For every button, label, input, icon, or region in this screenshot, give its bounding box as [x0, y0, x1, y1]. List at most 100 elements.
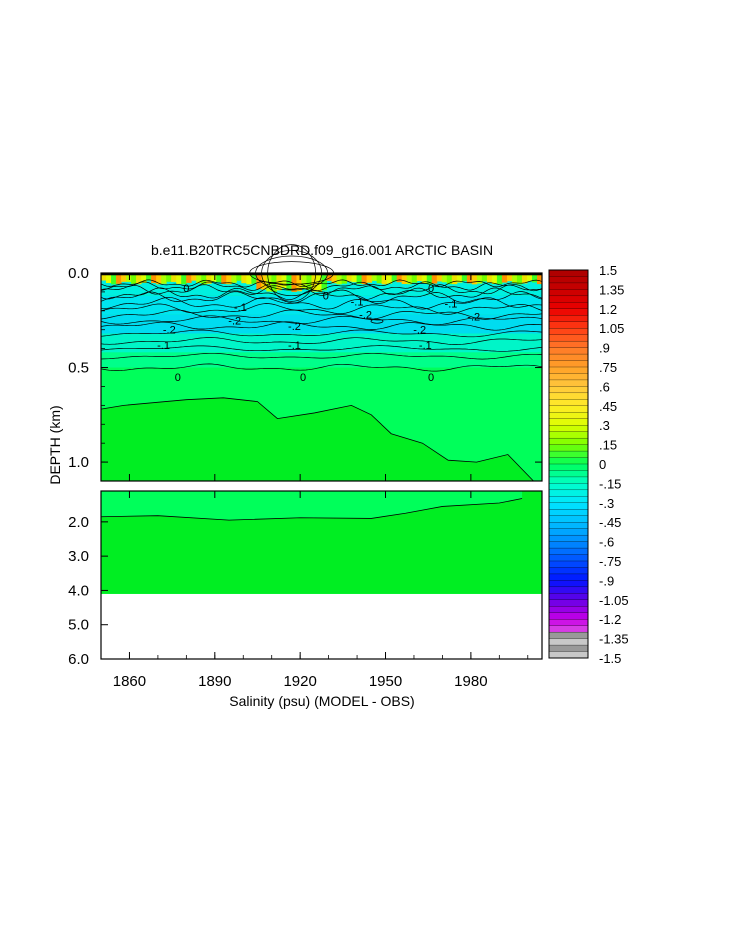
colorbar-segment	[548, 541, 589, 549]
surface-cell	[536, 273, 543, 285]
colorbar-label: 0	[599, 457, 606, 472]
colorbar-label: -.45	[599, 515, 621, 530]
surface-cell	[116, 273, 122, 284]
colorbar-label: .15	[599, 438, 617, 453]
surface-cell	[436, 273, 443, 282]
surface-cell	[531, 273, 538, 283]
colorbar-label: 1.5	[599, 263, 617, 278]
surface-cell	[151, 273, 157, 284]
colorbar-label: .9	[599, 341, 610, 356]
surface-cell	[511, 273, 518, 284]
surface-cell	[126, 273, 132, 282]
contour-line	[100, 303, 543, 315]
surface-cell	[501, 273, 508, 283]
colorbar-label: .3	[599, 418, 610, 433]
surface-cell	[221, 273, 227, 284]
contour-line	[100, 363, 543, 372]
colorbar-segment	[548, 593, 589, 601]
colorbar-label: -1.05	[599, 593, 629, 608]
surface-cell	[341, 273, 348, 284]
colorbar-segment	[548, 476, 589, 484]
colorbar-segment	[548, 450, 589, 458]
colorbar-segment	[548, 360, 589, 368]
surface-cell	[166, 273, 172, 282]
surface-cell	[401, 273, 408, 285]
colorbar-segment	[548, 599, 589, 607]
contour-line	[100, 281, 543, 292]
contour-labels: 0 0 0-.1 -.1 -.1-.2 -.2 -.2-.2 -.2 -.2-.1 -.1 -.10…	[157, 283, 480, 384]
colorbar-segment	[548, 560, 589, 568]
surface-cell	[431, 273, 438, 284]
x-tick-label: 1980	[454, 673, 487, 690]
surface-cell	[381, 273, 388, 285]
contour-line	[100, 287, 543, 301]
colorbar-segment	[548, 457, 589, 465]
surface-cell	[516, 273, 523, 285]
surface-cell	[291, 273, 297, 292]
surface-cell	[171, 273, 177, 282]
colorbar-segment	[548, 405, 589, 413]
surface-cell	[196, 273, 202, 284]
surface-cell	[236, 273, 242, 281]
colorbar-label: -1.5	[599, 651, 621, 666]
surface-cell	[101, 273, 107, 281]
colorbar-segment	[548, 522, 589, 530]
colorbar-label: -.75	[599, 554, 621, 569]
contour-label: -.1	[419, 340, 432, 352]
colorbar-segment	[548, 302, 589, 310]
surface-cell	[451, 273, 458, 285]
contour-label: -.1	[234, 302, 247, 314]
lower-deep-fill	[101, 491, 542, 594]
surface-cell	[181, 273, 187, 285]
surface-cell	[371, 273, 378, 281]
surface-cell	[521, 273, 528, 284]
colorbar-segment	[548, 431, 589, 439]
colorbar-segment	[548, 496, 589, 504]
colorbar-segment	[548, 366, 589, 374]
contour-line	[100, 329, 543, 338]
contour-line	[100, 309, 543, 320]
y-tick-label: 2.0	[68, 514, 89, 531]
contour-line	[100, 321, 543, 331]
colorbar-segment	[548, 547, 589, 555]
lower-panel-frame	[100, 490, 543, 660]
contour-label: 0	[300, 372, 306, 384]
colorbar-segment	[548, 631, 589, 640]
contour-line	[100, 296, 543, 310]
colorbar-segment	[548, 483, 589, 491]
colorbar-segment	[548, 347, 589, 355]
x-axis-label: Salinity (psu) (MODEL - OBS)	[229, 693, 414, 709]
surface-cell	[471, 273, 478, 285]
colorbar-label: 1.05	[599, 321, 624, 336]
colorbar-segment	[548, 437, 589, 446]
contour-line	[100, 337, 543, 345]
surface-cell	[391, 273, 398, 282]
x-tick-label: 1950	[369, 673, 402, 690]
surface-cell	[191, 273, 197, 281]
colorbar-segment	[548, 379, 589, 387]
lower-contour-line	[100, 498, 523, 521]
contour-label: 0	[428, 372, 434, 384]
surface-cell	[336, 273, 343, 285]
surface-cell	[356, 273, 363, 285]
contour-line	[100, 315, 543, 326]
surface-cell	[216, 273, 222, 283]
y-tick-label: 0.5	[68, 360, 89, 377]
contour-label: 0	[323, 291, 329, 303]
colorbar-segment	[548, 392, 589, 400]
surface-cell	[306, 273, 312, 290]
surface-cell	[186, 273, 192, 283]
colorbar-label: .75	[599, 360, 617, 375]
surface-cell	[301, 273, 307, 290]
surface-cell	[416, 273, 423, 282]
colorbar-segment	[548, 315, 589, 323]
y-tick-label: 0.0	[68, 265, 89, 282]
surface-cell	[506, 273, 513, 282]
colorbar-segment	[548, 502, 589, 510]
colorbar-segment	[548, 580, 589, 588]
lower-panel	[100, 490, 543, 660]
surface-cell	[351, 273, 358, 283]
contour-line	[370, 318, 384, 324]
contour-label: -.1	[288, 340, 301, 352]
